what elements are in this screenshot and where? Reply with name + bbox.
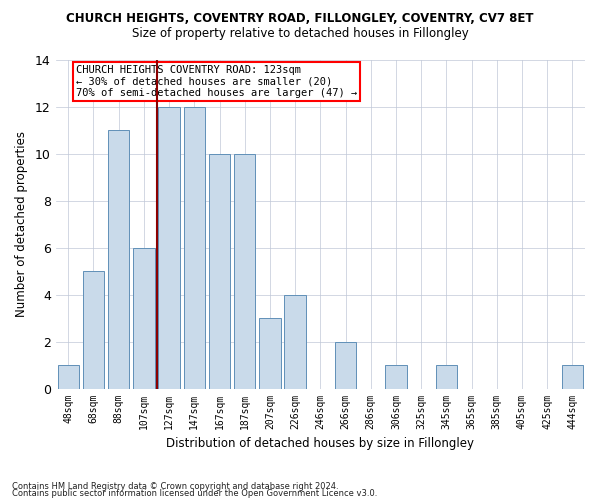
Bar	[58, 365, 79, 388]
Bar	[184, 107, 205, 388]
Bar	[562, 365, 583, 388]
Text: CHURCH HEIGHTS COVENTRY ROAD: 123sqm
← 30% of detached houses are smaller (20)
7: CHURCH HEIGHTS COVENTRY ROAD: 123sqm ← 3…	[76, 64, 357, 98]
Bar	[436, 365, 457, 388]
Bar	[385, 365, 407, 388]
Bar	[335, 342, 356, 388]
Bar	[259, 318, 281, 388]
Text: Contains HM Land Registry data © Crown copyright and database right 2024.: Contains HM Land Registry data © Crown c…	[12, 482, 338, 491]
Bar	[133, 248, 155, 388]
X-axis label: Distribution of detached houses by size in Fillongley: Distribution of detached houses by size …	[166, 437, 475, 450]
Text: Contains public sector information licensed under the Open Government Licence v3: Contains public sector information licen…	[12, 489, 377, 498]
Bar	[284, 294, 306, 388]
Bar	[158, 107, 180, 388]
Bar	[108, 130, 130, 388]
Text: Size of property relative to detached houses in Fillongley: Size of property relative to detached ho…	[131, 28, 469, 40]
Y-axis label: Number of detached properties: Number of detached properties	[15, 132, 28, 318]
Bar	[83, 271, 104, 388]
Bar	[209, 154, 230, 388]
Text: CHURCH HEIGHTS, COVENTRY ROAD, FILLONGLEY, COVENTRY, CV7 8ET: CHURCH HEIGHTS, COVENTRY ROAD, FILLONGLE…	[66, 12, 534, 26]
Bar	[234, 154, 256, 388]
